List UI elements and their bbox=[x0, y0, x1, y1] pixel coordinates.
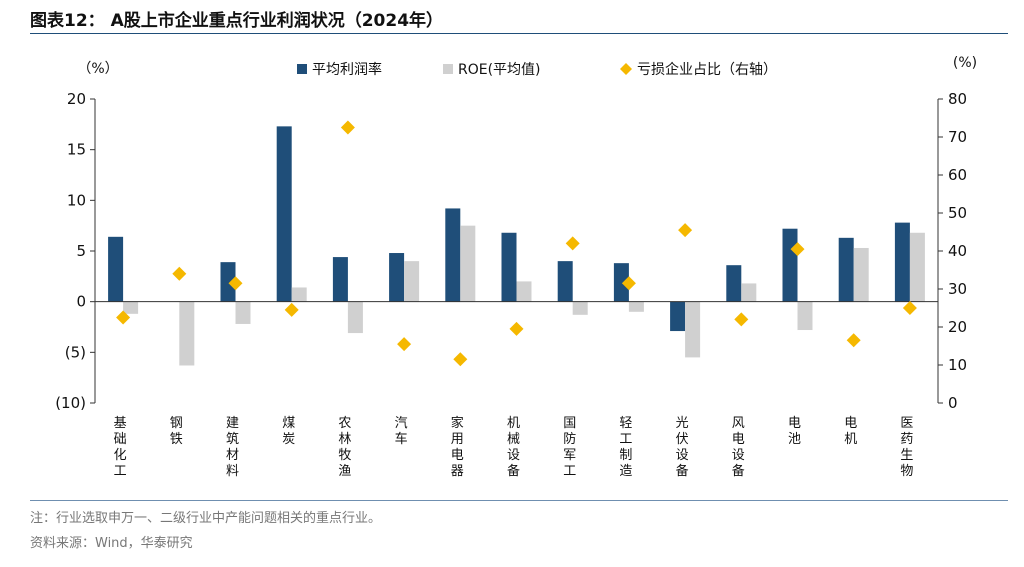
left-tick-label: 10 bbox=[67, 191, 86, 209]
category-label: 汽车 bbox=[395, 416, 408, 447]
right-tick-label: 60 bbox=[948, 166, 967, 184]
bar-profit-margin bbox=[501, 232, 517, 302]
chart-title: 图表12： A股上市企业重点行业利润状况（2024年） bbox=[30, 11, 444, 31]
category-label: 电池 bbox=[788, 416, 801, 447]
chart-note: 注：行业选取申万一、二级行业中产能问题相关的重点行业。 bbox=[30, 511, 382, 526]
bar-profit-margin bbox=[894, 222, 910, 302]
right-axis-unit: (%) bbox=[953, 55, 977, 71]
marker-loss-ratio bbox=[846, 333, 861, 348]
legend-swatch-profit-margin bbox=[297, 64, 307, 74]
marker-loss-ratio bbox=[116, 310, 131, 325]
bar-roe bbox=[404, 261, 420, 302]
right-tick-label: 0 bbox=[948, 394, 958, 412]
title-divider bbox=[30, 33, 1008, 34]
marker-loss-ratio bbox=[397, 337, 412, 352]
bar-profit-margin bbox=[108, 236, 124, 302]
bar-roe bbox=[572, 301, 588, 315]
legend-label-roe: ROE(平均值) bbox=[458, 62, 541, 78]
right-tick-label: 50 bbox=[948, 204, 967, 222]
bar-roe bbox=[179, 301, 195, 366]
category-label: 轻工制造 bbox=[619, 416, 632, 479]
left-tick-label: (5) bbox=[65, 343, 86, 361]
bar-profit-margin bbox=[332, 257, 348, 302]
bar-profit-margin bbox=[220, 262, 236, 302]
bar-roe bbox=[291, 287, 307, 302]
bar-roe bbox=[853, 247, 869, 302]
marker-loss-ratio bbox=[902, 301, 917, 315]
bar-roe bbox=[685, 301, 701, 358]
category-label: 农林牧渔 bbox=[338, 416, 351, 479]
marker-loss-ratio bbox=[509, 321, 524, 336]
category-label: 电机 bbox=[844, 416, 857, 447]
left-axis-unit: （%） bbox=[77, 61, 118, 77]
bar-profit-margin bbox=[838, 237, 854, 302]
category-label: 钢铁 bbox=[170, 416, 183, 447]
left-tick-label: 15 bbox=[67, 141, 86, 159]
legend-label-loss-ratio: 亏损企业占比（右轴） bbox=[637, 61, 777, 78]
marker-loss-ratio bbox=[453, 352, 468, 367]
left-tick-label: 20 bbox=[67, 90, 86, 108]
bar-roe bbox=[741, 283, 757, 302]
bar-roe bbox=[460, 225, 476, 302]
bar-roe bbox=[797, 301, 813, 331]
left-tick-label: (10) bbox=[55, 394, 86, 412]
bar-profit-margin bbox=[445, 208, 461, 302]
bar-roe bbox=[909, 232, 925, 302]
category-label: 基础化工 bbox=[114, 416, 127, 479]
bar-profit-margin bbox=[782, 228, 798, 302]
marker-loss-ratio bbox=[621, 276, 636, 291]
bar-roe bbox=[347, 301, 363, 334]
bar-profit-margin bbox=[726, 265, 742, 302]
bar-profit-margin bbox=[613, 263, 629, 302]
category-label: 机械设备 bbox=[507, 416, 520, 479]
marker-loss-ratio bbox=[678, 223, 693, 238]
bar-profit-margin bbox=[276, 126, 292, 302]
bar-profit-margin bbox=[389, 253, 405, 302]
category-label: 风电设备 bbox=[732, 416, 745, 479]
marker-loss-ratio bbox=[790, 242, 805, 257]
bar-roe bbox=[235, 301, 251, 324]
bar-roe bbox=[123, 301, 139, 314]
bar-roe bbox=[628, 301, 644, 312]
marker-loss-ratio bbox=[284, 302, 299, 317]
footer-divider bbox=[30, 500, 1008, 501]
legend-swatch-roe bbox=[443, 64, 453, 74]
category-label: 医药生物 bbox=[900, 416, 913, 479]
marker-loss-ratio bbox=[228, 276, 243, 291]
chart-source: 资料来源：Wind，华泰研究 bbox=[30, 536, 193, 551]
category-label: 建筑材料 bbox=[226, 416, 239, 479]
category-label: 国防军工 bbox=[563, 416, 576, 479]
marker-loss-ratio bbox=[734, 312, 749, 327]
marker-loss-ratio bbox=[340, 120, 355, 135]
legend-label-profit-margin: 平均利润率 bbox=[312, 61, 382, 78]
marker-loss-ratio bbox=[172, 266, 187, 281]
marker-loss-ratio bbox=[565, 236, 580, 251]
category-label: 光伏设备 bbox=[676, 416, 689, 479]
right-tick-label: 40 bbox=[948, 242, 967, 260]
category-label: 家用电器 bbox=[451, 415, 464, 479]
legend-swatch-loss-ratio bbox=[620, 63, 632, 75]
right-tick-label: 30 bbox=[948, 280, 967, 298]
bar-profit-margin bbox=[670, 301, 686, 332]
right-tick-label: 10 bbox=[948, 356, 967, 374]
right-tick-label: 80 bbox=[948, 90, 967, 108]
bar-roe bbox=[516, 281, 532, 302]
right-tick-label: 70 bbox=[948, 128, 967, 146]
right-tick-label: 20 bbox=[948, 318, 967, 336]
left-tick-label: 5 bbox=[76, 242, 86, 260]
category-label: 煤炭 bbox=[282, 416, 295, 447]
left-tick-label: 0 bbox=[76, 293, 86, 311]
bar-profit-margin bbox=[557, 261, 573, 302]
